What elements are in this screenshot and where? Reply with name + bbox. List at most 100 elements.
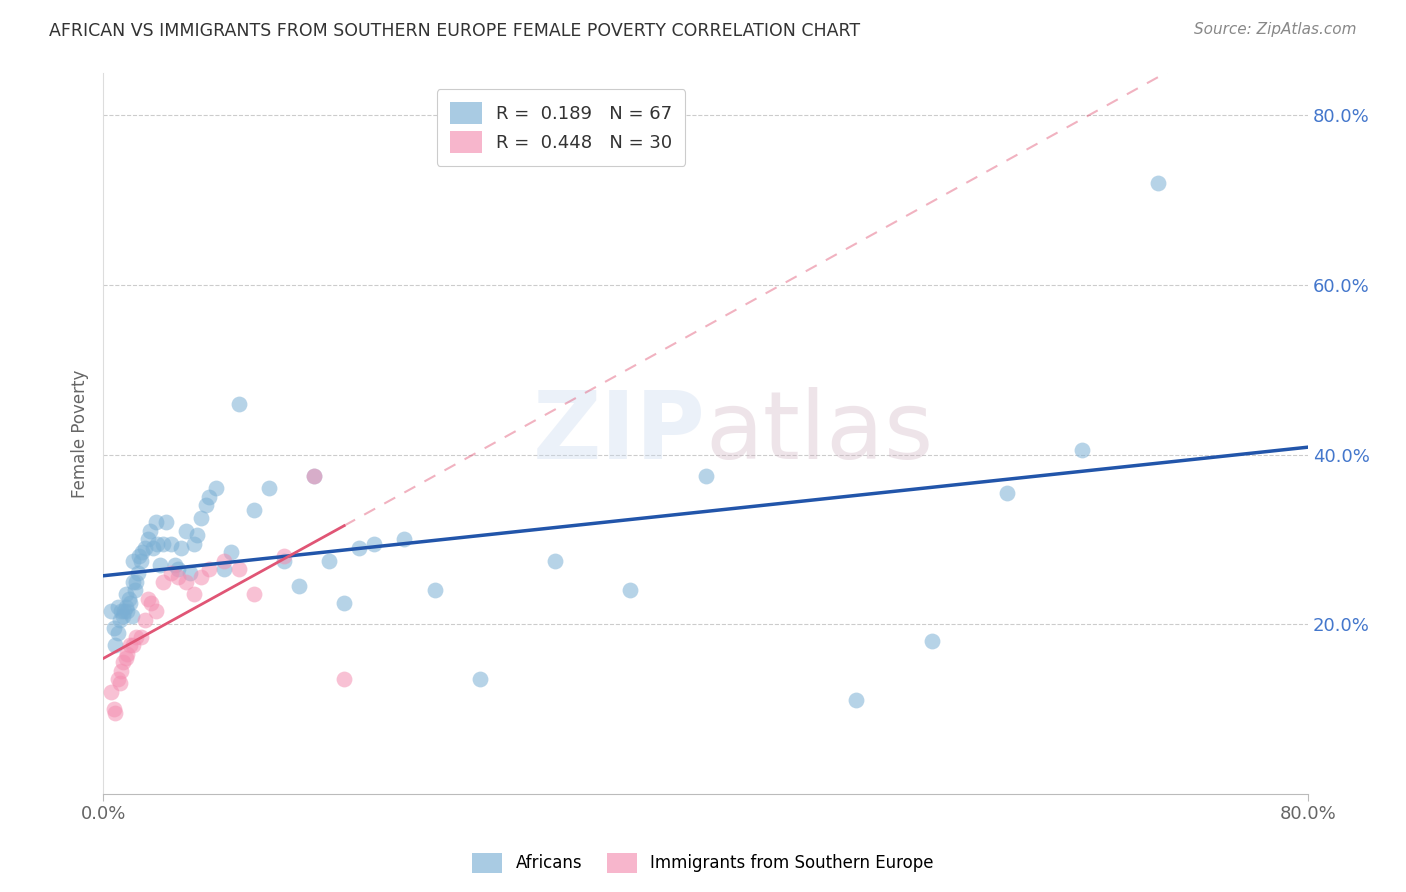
Point xyxy=(111,655,134,669)
Point xyxy=(103,702,125,716)
Point xyxy=(134,541,156,555)
Point xyxy=(124,583,146,598)
Point xyxy=(127,566,149,581)
Point xyxy=(121,608,143,623)
Point xyxy=(129,630,152,644)
Point xyxy=(122,574,145,589)
Point xyxy=(186,528,208,542)
Point xyxy=(100,604,122,618)
Y-axis label: Female Poverty: Female Poverty xyxy=(72,369,89,498)
Point xyxy=(242,587,264,601)
Point xyxy=(145,604,167,618)
Point xyxy=(197,490,219,504)
Point xyxy=(212,553,235,567)
Point xyxy=(333,596,356,610)
Point xyxy=(125,574,148,589)
Point xyxy=(468,672,491,686)
Point xyxy=(190,511,212,525)
Point xyxy=(170,541,193,555)
Point xyxy=(136,533,159,547)
Point xyxy=(695,468,717,483)
Point xyxy=(122,553,145,567)
Point xyxy=(302,468,325,483)
Point xyxy=(1071,443,1094,458)
Point xyxy=(125,630,148,644)
Point xyxy=(136,591,159,606)
Point xyxy=(205,482,228,496)
Point xyxy=(273,549,295,564)
Point xyxy=(114,587,136,601)
Point xyxy=(155,516,177,530)
Point xyxy=(194,499,217,513)
Point xyxy=(139,524,162,538)
Point xyxy=(228,397,250,411)
Point xyxy=(363,536,385,550)
Point xyxy=(619,583,641,598)
Point xyxy=(197,562,219,576)
Point xyxy=(1146,176,1168,190)
Point xyxy=(104,638,127,652)
Point xyxy=(152,574,174,589)
Legend: Africans, Immigrants from Southern Europe: Africans, Immigrants from Southern Europ… xyxy=(465,847,941,880)
Point xyxy=(122,638,145,652)
Text: ZIP: ZIP xyxy=(533,387,706,479)
Point xyxy=(219,545,242,559)
Point xyxy=(160,536,183,550)
Point xyxy=(845,693,868,707)
Point xyxy=(288,579,311,593)
Point xyxy=(110,604,132,618)
Point xyxy=(145,516,167,530)
Point xyxy=(174,524,197,538)
Point xyxy=(242,502,264,516)
Point xyxy=(114,651,136,665)
Point xyxy=(347,541,370,555)
Point xyxy=(228,562,250,576)
Point xyxy=(167,570,190,584)
Point xyxy=(212,562,235,576)
Point xyxy=(118,591,141,606)
Point xyxy=(120,638,142,652)
Legend: R =  0.189   N = 67, R =  0.448   N = 30: R = 0.189 N = 67, R = 0.448 N = 30 xyxy=(437,89,685,166)
Point xyxy=(134,613,156,627)
Point xyxy=(174,574,197,589)
Point xyxy=(190,570,212,584)
Point xyxy=(179,566,201,581)
Point xyxy=(142,541,165,555)
Point xyxy=(333,672,356,686)
Text: Source: ZipAtlas.com: Source: ZipAtlas.com xyxy=(1194,22,1357,37)
Point xyxy=(167,562,190,576)
Point xyxy=(160,566,183,581)
Point xyxy=(302,468,325,483)
Point xyxy=(273,553,295,567)
Point xyxy=(104,706,127,720)
Point xyxy=(165,558,187,572)
Point xyxy=(128,549,150,564)
Point xyxy=(921,634,943,648)
Point xyxy=(544,553,567,567)
Point xyxy=(141,596,163,610)
Point xyxy=(103,621,125,635)
Text: AFRICAN VS IMMIGRANTS FROM SOUTHERN EUROPE FEMALE POVERTY CORRELATION CHART: AFRICAN VS IMMIGRANTS FROM SOUTHERN EURO… xyxy=(49,22,860,40)
Point xyxy=(257,482,280,496)
Point xyxy=(111,608,134,623)
Point xyxy=(100,685,122,699)
Text: atlas: atlas xyxy=(706,387,934,479)
Point xyxy=(183,587,205,601)
Point xyxy=(115,604,138,618)
Point xyxy=(110,664,132,678)
Point xyxy=(149,558,172,572)
Point xyxy=(394,533,416,547)
Point xyxy=(107,625,129,640)
Point xyxy=(318,553,340,567)
Point xyxy=(107,600,129,615)
Point xyxy=(423,583,446,598)
Point xyxy=(120,596,142,610)
Point xyxy=(108,613,131,627)
Point xyxy=(152,536,174,550)
Point xyxy=(183,536,205,550)
Point xyxy=(114,600,136,615)
Point xyxy=(115,647,138,661)
Point xyxy=(146,536,169,550)
Point xyxy=(131,545,153,559)
Point xyxy=(112,604,135,618)
